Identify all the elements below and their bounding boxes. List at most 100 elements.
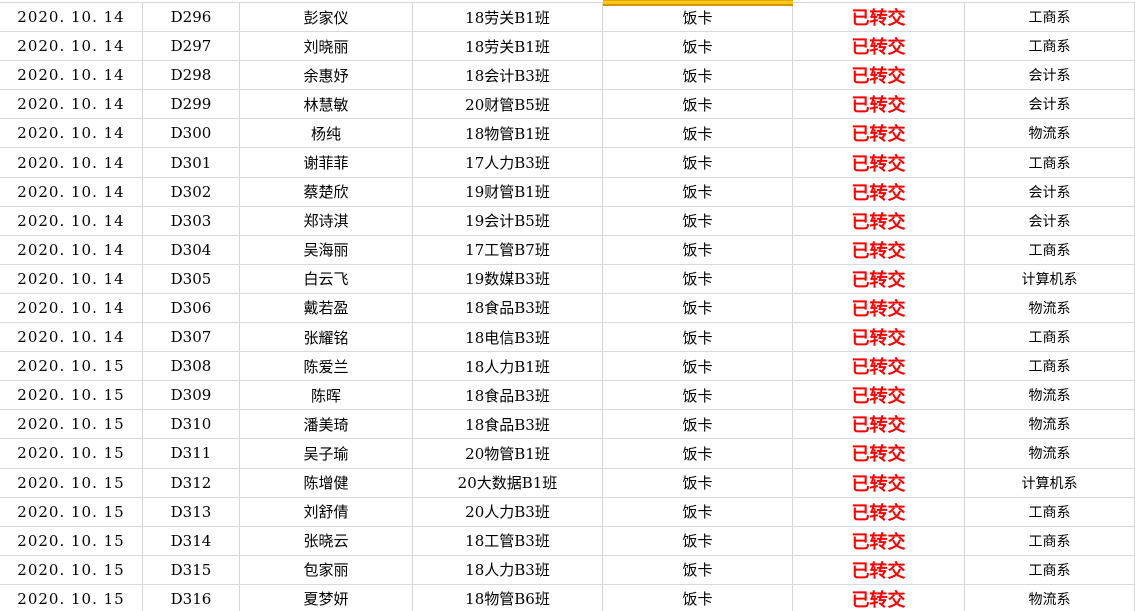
cell-class_name[interactable]: 20物管B1班 [413, 439, 603, 469]
cell-id[interactable]: D315 [143, 555, 240, 585]
cell-department[interactable]: 会计系 [965, 61, 1135, 91]
cell-department[interactable]: 工商系 [965, 148, 1135, 178]
cell-department[interactable]: 会计系 [965, 206, 1135, 236]
cell-id[interactable]: D307 [143, 323, 240, 353]
cell-item[interactable]: 饭卡 [603, 555, 793, 585]
cell-department[interactable]: 工商系 [965, 235, 1135, 265]
cell-date[interactable]: 2020. 10. 14 [0, 32, 143, 62]
cell-department[interactable]: 工商系 [965, 526, 1135, 556]
cell-class_name[interactable]: 19财管B1班 [413, 177, 603, 207]
cell-department[interactable]: 物流系 [965, 381, 1135, 411]
cell-class_name[interactable]: 18食品B3班 [413, 410, 603, 440]
cell-class_name[interactable]: 18工管B3班 [413, 526, 603, 556]
cell-item[interactable]: 饭卡 [603, 381, 793, 411]
cell-name[interactable]: 杨纯 [240, 119, 413, 149]
cell-class_name[interactable]: 18食品B3班 [413, 381, 603, 411]
cell-date[interactable]: 2020. 10. 15 [0, 497, 143, 527]
cell-id[interactable]: D299 [143, 90, 240, 120]
cell-department[interactable]: 物流系 [965, 439, 1135, 469]
cell-item[interactable]: 饭卡 [603, 410, 793, 440]
cell-department[interactable]: 会计系 [965, 90, 1135, 120]
cell-class_name[interactable]: 20人力B3班 [413, 497, 603, 527]
cell-name[interactable]: 白云飞 [240, 264, 413, 294]
cell-status[interactable]: 已转交 [793, 235, 965, 265]
cell-item[interactable]: 饭卡 [603, 497, 793, 527]
cell-status[interactable]: 已转交 [793, 497, 965, 527]
cell-id[interactable]: D298 [143, 61, 240, 91]
cell-name[interactable]: 张晓云 [240, 526, 413, 556]
cell-name[interactable]: 包家丽 [240, 555, 413, 585]
cell-status[interactable]: 已转交 [793, 381, 965, 411]
cell-id[interactable]: D314 [143, 526, 240, 556]
cell-name[interactable]: 潘美琦 [240, 410, 413, 440]
cell-id[interactable]: D305 [143, 264, 240, 294]
cell-class_name[interactable]: 19数媒B3班 [413, 264, 603, 294]
cell-department[interactable]: 工商系 [965, 323, 1135, 353]
cell-status[interactable]: 已转交 [793, 264, 965, 294]
cell-class_name[interactable]: 18食品B3班 [413, 293, 603, 324]
cell-status[interactable]: 已转交 [793, 439, 965, 469]
cell-class_name[interactable]: 18劳关B1班 [413, 3, 603, 33]
cell-id[interactable]: D304 [143, 235, 240, 265]
cell-item[interactable]: 饭卡 [603, 439, 793, 469]
cell-name[interactable]: 余惠妤 [240, 61, 413, 91]
highlighted-cell-remnant[interactable] [603, 0, 793, 6]
cell-status[interactable]: 已转交 [793, 410, 965, 440]
cell-name[interactable]: 陈增健 [240, 468, 413, 498]
cell-id[interactable]: D310 [143, 410, 240, 440]
cell-class_name[interactable]: 19会计B5班 [413, 206, 603, 236]
cell-date[interactable]: 2020. 10. 15 [0, 381, 143, 411]
cell-name[interactable]: 吴海丽 [240, 235, 413, 265]
cell-name[interactable]: 张耀铭 [240, 323, 413, 353]
cell-item[interactable]: 饭卡 [603, 323, 793, 353]
cell-department[interactable]: 会计系 [965, 177, 1135, 207]
cell-status[interactable]: 已转交 [793, 90, 965, 120]
cell-id[interactable]: D297 [143, 32, 240, 62]
cell-name[interactable]: 陈晖 [240, 381, 413, 411]
cell-status[interactable]: 已转交 [793, 3, 965, 33]
cell-id[interactable]: D313 [143, 497, 240, 527]
cell-date[interactable]: 2020. 10. 15 [0, 526, 143, 556]
cell-date[interactable]: 2020. 10. 15 [0, 352, 143, 382]
cell-id[interactable]: D300 [143, 119, 240, 149]
cell-date[interactable]: 2020. 10. 15 [0, 439, 143, 469]
cell-status[interactable]: 已转交 [793, 148, 965, 178]
cell-date[interactable]: 2020. 10. 14 [0, 235, 143, 265]
cell-status[interactable]: 已转交 [793, 293, 965, 324]
cell-item[interactable]: 饭卡 [603, 119, 793, 149]
cell-id[interactable]: D303 [143, 206, 240, 236]
cell-item[interactable]: 饭卡 [603, 32, 793, 62]
cell-date[interactable]: 2020. 10. 15 [0, 584, 143, 611]
cell-class_name[interactable]: 18人力B1班 [413, 352, 603, 382]
cell-item[interactable]: 饭卡 [603, 526, 793, 556]
cell-date[interactable]: 2020. 10. 14 [0, 177, 143, 207]
cell-name[interactable]: 陈爱兰 [240, 352, 413, 382]
cell-id[interactable]: D309 [143, 381, 240, 411]
cell-status[interactable]: 已转交 [793, 206, 965, 236]
cell-item[interactable]: 饭卡 [603, 235, 793, 265]
cell-class_name[interactable]: 20大数据B1班 [413, 468, 603, 498]
cell-id[interactable]: D312 [143, 468, 240, 498]
cell-department[interactable]: 工商系 [965, 3, 1135, 33]
cell-item[interactable]: 饭卡 [603, 148, 793, 178]
cell-id[interactable]: D316 [143, 584, 240, 611]
cell-status[interactable]: 已转交 [793, 526, 965, 556]
cell-status[interactable]: 已转交 [793, 555, 965, 585]
cell-date[interactable]: 2020. 10. 15 [0, 468, 143, 498]
cell-class_name[interactable]: 18电信B3班 [413, 323, 603, 353]
cell-item[interactable]: 饭卡 [603, 352, 793, 382]
cell-name[interactable]: 彭家仪 [240, 3, 413, 33]
cell-department[interactable]: 工商系 [965, 32, 1135, 62]
cell-item[interactable]: 饭卡 [603, 90, 793, 120]
cell-name[interactable]: 夏梦妍 [240, 584, 413, 611]
cell-id[interactable]: D302 [143, 177, 240, 207]
cell-department[interactable]: 工商系 [965, 352, 1135, 382]
cell-department[interactable]: 物流系 [965, 119, 1135, 149]
cell-date[interactable]: 2020. 10. 15 [0, 410, 143, 440]
cell-status[interactable]: 已转交 [793, 352, 965, 382]
cell-item[interactable]: 饭卡 [603, 61, 793, 91]
cell-department[interactable]: 物流系 [965, 410, 1135, 440]
cell-class_name[interactable]: 18人力B3班 [413, 555, 603, 585]
cell-class_name[interactable]: 20财管B5班 [413, 90, 603, 120]
cell-item[interactable]: 饭卡 [603, 206, 793, 236]
